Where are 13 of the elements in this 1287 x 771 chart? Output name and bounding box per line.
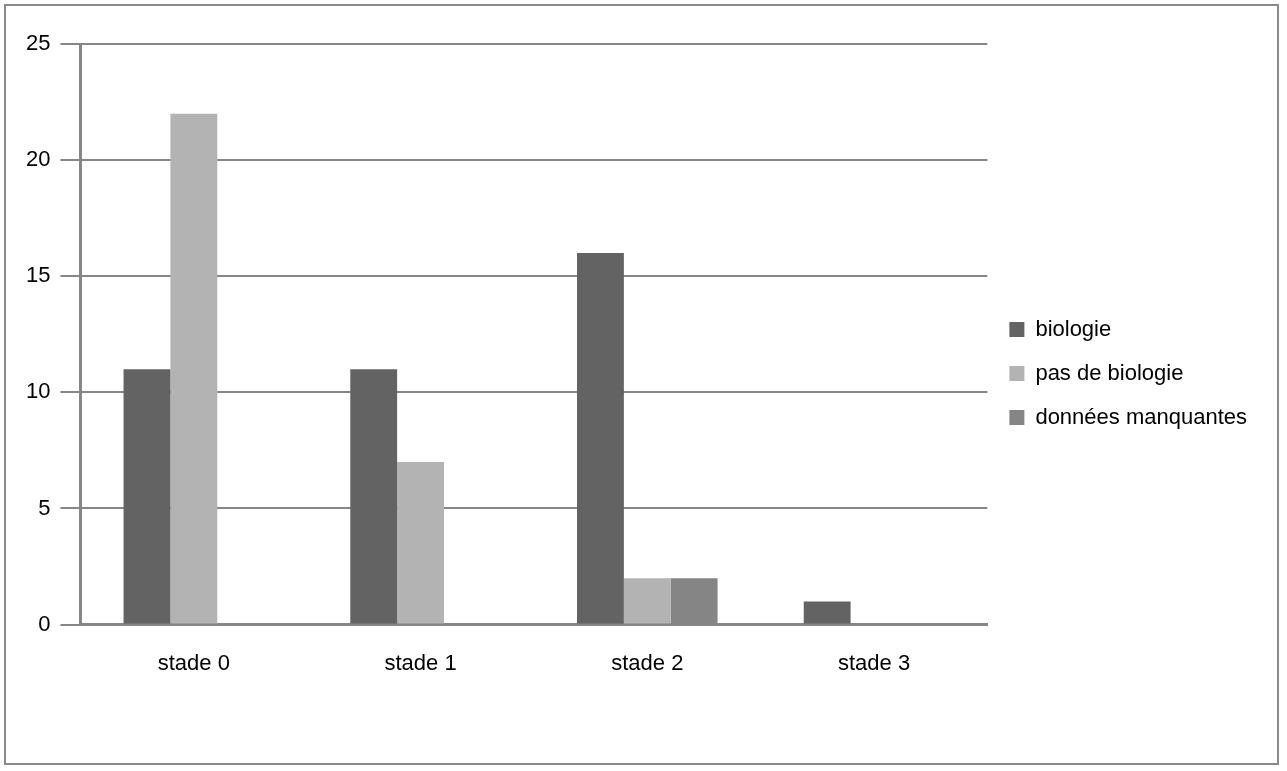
y-tick-label: 25 [25, 30, 51, 56]
legend-label: données manquantes [1035, 403, 1248, 429]
legend-label: biologie [1035, 315, 1112, 341]
y-tick-label: 10 [25, 378, 51, 404]
x-tick-label: stade 0 [157, 649, 230, 675]
x-tick-label: stade 1 [384, 649, 457, 675]
y-tick-label: 0 [38, 610, 51, 636]
legend-label: pas de biologie [1035, 359, 1184, 385]
x-tick-label: stade 3 [837, 649, 911, 675]
y-tick-label: 5 [38, 494, 51, 520]
x-tick-label: stade 2 [611, 649, 684, 675]
y-tick-label: 20 [25, 146, 51, 172]
y-tick-label: 15 [25, 262, 51, 288]
